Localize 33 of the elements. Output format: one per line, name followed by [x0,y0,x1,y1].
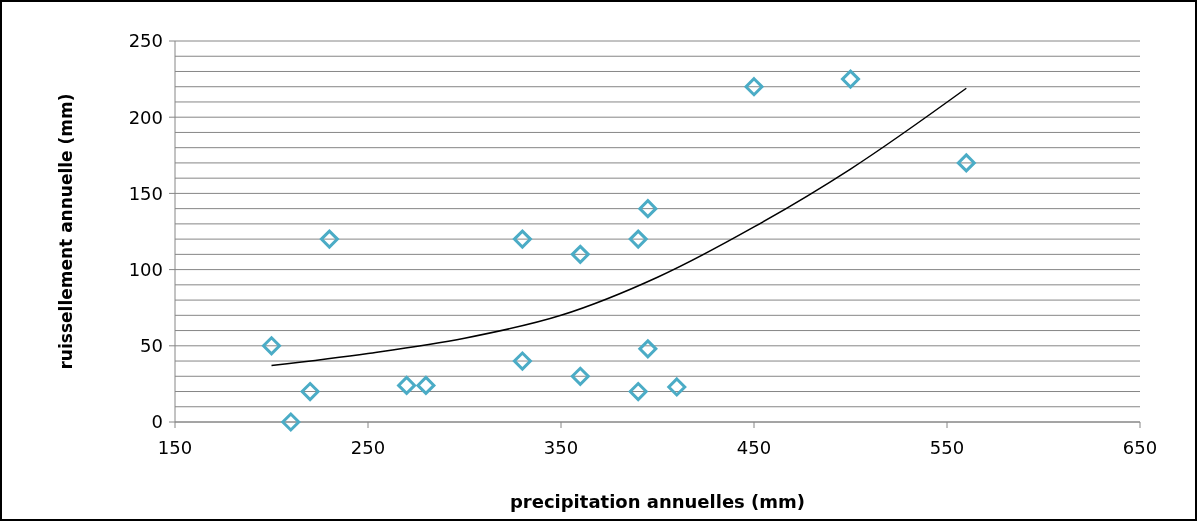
x-axis-title: precipitation annuelles (mm) [509,491,806,512]
x-tick-label: 450 [736,437,772,458]
point [638,339,658,359]
point [319,229,339,249]
point [281,412,301,432]
point [570,244,590,264]
y-tick-label: 250 [128,30,163,52]
point [397,375,417,395]
point [956,153,976,173]
x-tick-label: 150 [157,437,193,458]
y-tick-label: 150 [128,182,163,204]
y-axis-title: ruissellement annuelle (mm) [56,93,76,370]
point [570,366,590,386]
point [744,77,764,97]
point [841,69,860,89]
point [638,199,658,219]
y-tick-label: 100 [128,258,163,280]
x-tick-label: 250 [350,437,386,458]
point [667,377,687,397]
y-tick-label: 50 [140,335,163,357]
point [512,229,532,249]
point [300,382,320,402]
point [416,375,436,395]
line-series [270,87,968,367]
x-tick-label: 350 [543,437,579,458]
point [512,351,532,371]
x-tick-label: 650 [1122,437,1158,458]
y-tick-label: 200 [128,106,163,128]
y-tick-label: 0 [151,411,163,433]
point [628,382,648,402]
point [262,336,281,356]
x-tick-label: 550 [929,437,965,458]
point [628,229,648,249]
